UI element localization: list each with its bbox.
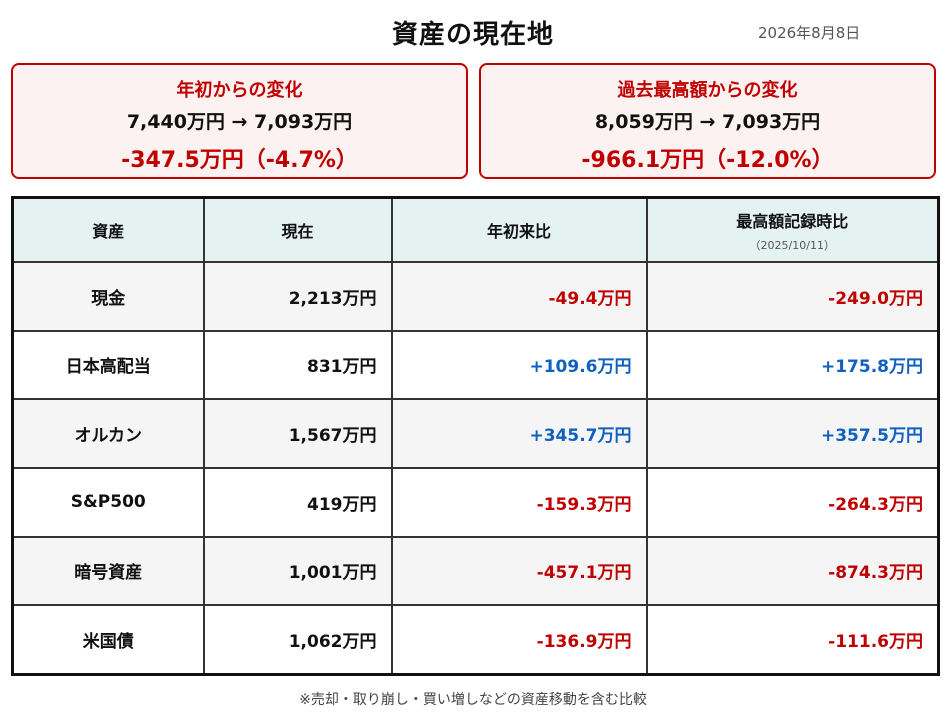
- ath-change: -874.3万円: [645, 535, 940, 607]
- table-row: 暗号資産 1,001万円 -457.1万円 -874.3万円: [11, 535, 940, 607]
- header-current: 現在: [202, 196, 393, 263]
- current-value: 1,062万円: [202, 604, 393, 676]
- asset-name: S&P500: [11, 466, 205, 538]
- ytd-change: -136.9万円: [390, 604, 648, 676]
- ytd-change: -457.1万円: [390, 535, 648, 607]
- asset-table: 資産 現在 年初来比 最高額記録時比 （2025/10/11） 現金 2,213万…: [11, 196, 940, 676]
- table-header-row: 資産 現在 年初来比 最高額記録時比 （2025/10/11）: [11, 196, 940, 263]
- table-row: 日本高配当 831万円 +109.6万円 +175.8万円: [11, 329, 940, 401]
- header-ath-label: 最高額記録時比: [736, 211, 849, 231]
- ath-card-delta: -966.1万円（-12.0%）: [581, 148, 834, 173]
- header-ath: 最高額記録時比 （2025/10/11）: [645, 196, 940, 263]
- report-date: 2026年8月8日: [758, 24, 861, 42]
- ytd-card-delta: -347.5万円（-4.7%）: [121, 148, 358, 173]
- table-row: 現金 2,213万円 -49.4万円 -249.0万円: [11, 261, 940, 332]
- ath-change: -249.0万円: [645, 261, 940, 332]
- current-value: 2,213万円: [202, 261, 393, 332]
- ath-change: +175.8万円: [645, 329, 940, 401]
- header-ath-date: （2025/10/11）: [749, 238, 835, 252]
- ath-change: -264.3万円: [645, 466, 940, 538]
- current-value: 831万円: [202, 329, 393, 401]
- current-value: 419万円: [202, 466, 393, 538]
- footnote: ※売却・取り崩し・買い増しなどの資産移動を含む比較: [299, 692, 647, 708]
- asset-name: 米国債: [11, 604, 205, 676]
- header-ytd: 年初来比: [390, 196, 648, 263]
- ath-card-title: 過去最高額からの変化: [617, 80, 798, 101]
- ath-card-range: 8,059万円 → 7,093万円: [594, 111, 821, 133]
- asset-name: 暗号資産: [11, 535, 205, 607]
- asset-name: 現金: [11, 261, 205, 332]
- ytd-change: +109.6万円: [390, 329, 648, 401]
- ytd-card-title: 年初からの変化: [176, 80, 303, 101]
- table-row: 米国債 1,062万円 -136.9万円 -111.6万円: [11, 604, 940, 676]
- table-row: S&P500 419万円 -159.3万円 -264.3万円: [11, 466, 940, 538]
- current-value: 1,001万円: [202, 535, 393, 607]
- table-row: オルカン 1,567万円 +345.7万円 +357.5万円: [11, 398, 940, 469]
- ath-change: -111.6万円: [645, 604, 940, 676]
- ytd-change: -159.3万円: [390, 466, 648, 538]
- ytd-change: -49.4万円: [390, 261, 648, 332]
- asset-name: 日本高配当: [11, 329, 205, 401]
- ytd-card-range: 7,440万円 → 7,093万円: [126, 111, 353, 133]
- page-title: 資産の現在地: [391, 20, 554, 50]
- ath-change: +357.5万円: [645, 398, 940, 469]
- ytd-change: +345.7万円: [390, 398, 648, 469]
- current-value: 1,567万円: [202, 398, 393, 469]
- header-asset: 資産: [11, 196, 205, 263]
- asset-name: オルカン: [11, 398, 205, 469]
- ath-change-card: 過去最高額からの変化 8,059万円 → 7,093万円 -966.1万円（-1…: [479, 63, 936, 179]
- ytd-change-card: 年初からの変化 7,440万円 → 7,093万円 -347.5万円（-4.7%…: [11, 63, 468, 179]
